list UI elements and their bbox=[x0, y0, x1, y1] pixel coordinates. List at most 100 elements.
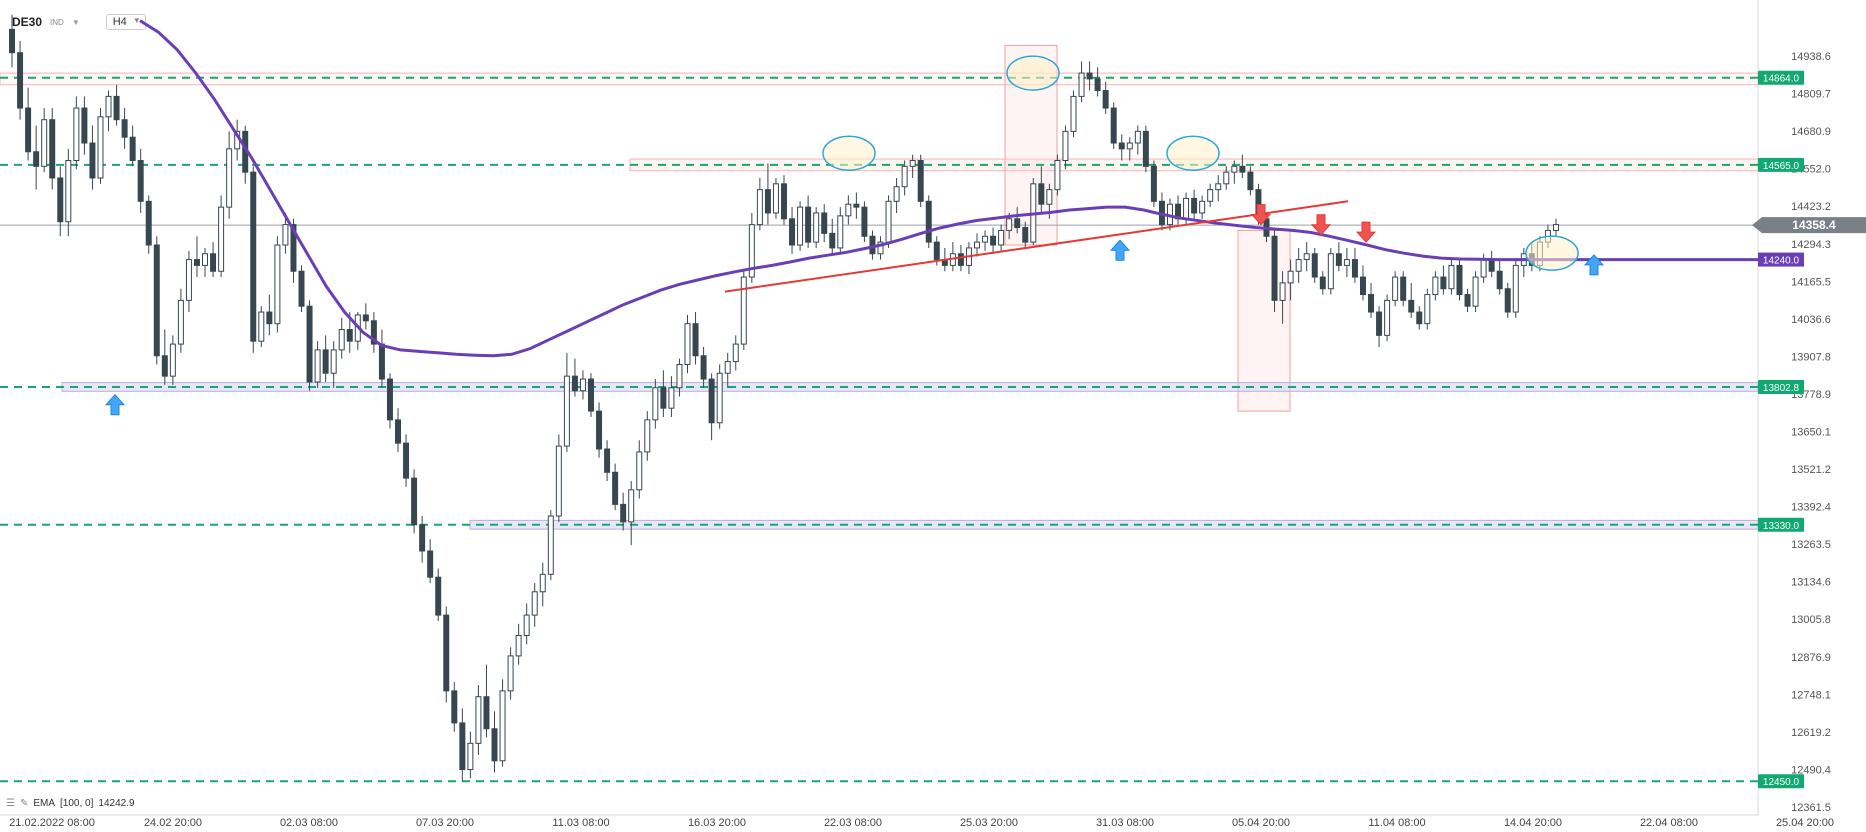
candle[interactable] bbox=[1359, 265, 1366, 301]
candle[interactable] bbox=[354, 312, 361, 350]
candle[interactable] bbox=[604, 440, 611, 482]
candle[interactable] bbox=[547, 510, 554, 581]
candle[interactable] bbox=[917, 154, 924, 208]
candle[interactable] bbox=[1279, 271, 1286, 324]
candle[interactable] bbox=[507, 647, 514, 700]
candle[interactable] bbox=[169, 335, 176, 385]
candle[interactable] bbox=[65, 148, 72, 237]
candle[interactable] bbox=[692, 312, 699, 365]
candle[interactable] bbox=[748, 212, 755, 283]
candle[interactable] bbox=[853, 192, 860, 219]
settings-icon[interactable]: ✎ bbox=[19, 798, 29, 809]
candle[interactable] bbox=[732, 335, 739, 371]
candle[interactable] bbox=[1384, 294, 1391, 342]
candle[interactable] bbox=[1022, 221, 1029, 248]
candle[interactable] bbox=[1440, 265, 1447, 295]
candle[interactable] bbox=[1368, 282, 1375, 318]
candle[interactable] bbox=[97, 108, 104, 184]
candle[interactable] bbox=[676, 358, 683, 397]
candle[interactable] bbox=[990, 227, 997, 254]
candle[interactable] bbox=[1078, 61, 1085, 103]
candle[interactable] bbox=[515, 623, 522, 665]
candle[interactable] bbox=[1552, 218, 1559, 237]
candle[interactable] bbox=[1150, 160, 1157, 208]
candle[interactable] bbox=[411, 469, 418, 534]
candle[interactable] bbox=[161, 329, 168, 385]
candle[interactable] bbox=[1054, 154, 1061, 196]
candle[interactable] bbox=[362, 303, 369, 330]
candle[interactable] bbox=[740, 271, 747, 350]
candle[interactable] bbox=[451, 682, 458, 732]
candle[interactable] bbox=[821, 204, 828, 243]
candle[interactable] bbox=[1102, 81, 1109, 114]
candle[interactable] bbox=[226, 131, 233, 219]
candle[interactable] bbox=[121, 108, 128, 149]
candle[interactable] bbox=[789, 207, 796, 254]
timeframe-select[interactable]: H4 ▼ bbox=[105, 14, 146, 30]
candle[interactable] bbox=[1448, 259, 1455, 295]
ema-line[interactable] bbox=[139, 19, 1758, 358]
candle[interactable] bbox=[949, 242, 956, 272]
candle[interactable] bbox=[282, 212, 289, 254]
candle[interactable] bbox=[531, 583, 538, 627]
candle[interactable] bbox=[974, 233, 980, 257]
candle[interactable] bbox=[202, 247, 209, 278]
candle[interactable] bbox=[250, 166, 257, 353]
candle[interactable] bbox=[81, 96, 88, 155]
candle[interactable] bbox=[813, 207, 820, 248]
candle[interactable] bbox=[1456, 259, 1463, 301]
candle[interactable] bbox=[33, 125, 40, 190]
candle[interactable] bbox=[274, 236, 281, 333]
candle[interactable] bbox=[708, 373, 715, 441]
candle[interactable] bbox=[129, 125, 136, 167]
candle[interactable] bbox=[1408, 282, 1415, 318]
candle[interactable] bbox=[483, 664, 490, 738]
candle[interactable] bbox=[499, 679, 506, 767]
candle[interactable] bbox=[1126, 137, 1133, 161]
candle[interactable] bbox=[998, 224, 1005, 251]
candle[interactable] bbox=[306, 300, 313, 391]
candle[interactable] bbox=[652, 379, 659, 429]
candle[interactable] bbox=[1504, 282, 1511, 318]
candle[interactable] bbox=[1416, 306, 1423, 330]
candle[interactable] bbox=[612, 463, 619, 511]
candle[interactable] bbox=[781, 175, 787, 225]
candle[interactable] bbox=[1295, 247, 1302, 283]
candle[interactable] bbox=[555, 434, 562, 522]
candle[interactable] bbox=[965, 242, 972, 275]
candle[interactable] bbox=[25, 87, 32, 161]
candle[interactable] bbox=[258, 306, 265, 348]
candle[interactable] bbox=[756, 177, 763, 231]
candle[interactable] bbox=[1343, 247, 1350, 278]
candle[interactable] bbox=[1062, 125, 1069, 170]
candle[interactable] bbox=[1319, 271, 1326, 295]
candle[interactable] bbox=[1038, 166, 1045, 213]
candle[interactable] bbox=[1070, 90, 1077, 138]
candle[interactable] bbox=[700, 347, 707, 388]
candle[interactable] bbox=[419, 516, 426, 563]
candle[interactable] bbox=[1303, 242, 1310, 272]
candle[interactable] bbox=[660, 370, 667, 417]
candle[interactable] bbox=[772, 177, 779, 219]
candle[interactable] bbox=[1223, 166, 1230, 190]
candle[interactable] bbox=[1110, 102, 1117, 149]
candle[interactable] bbox=[644, 411, 651, 461]
candle[interactable] bbox=[378, 329, 385, 388]
candle[interactable] bbox=[403, 434, 410, 487]
candle[interactable] bbox=[596, 402, 603, 458]
candle[interactable] bbox=[1400, 271, 1407, 307]
candle[interactable] bbox=[1464, 288, 1471, 313]
candle[interactable] bbox=[1472, 271, 1479, 313]
candle[interactable] bbox=[1191, 189, 1198, 219]
candle[interactable] bbox=[1335, 242, 1342, 272]
candle[interactable] bbox=[845, 195, 852, 225]
candle[interactable] bbox=[539, 562, 546, 607]
candle[interactable] bbox=[563, 352, 570, 452]
candle[interactable] bbox=[523, 603, 530, 645]
candle[interactable] bbox=[105, 90, 112, 132]
candle[interactable] bbox=[628, 481, 635, 546]
candle[interactable] bbox=[1142, 125, 1149, 173]
candle[interactable] bbox=[588, 373, 594, 417]
candle[interactable] bbox=[877, 236, 884, 260]
candle[interactable] bbox=[1094, 67, 1101, 97]
